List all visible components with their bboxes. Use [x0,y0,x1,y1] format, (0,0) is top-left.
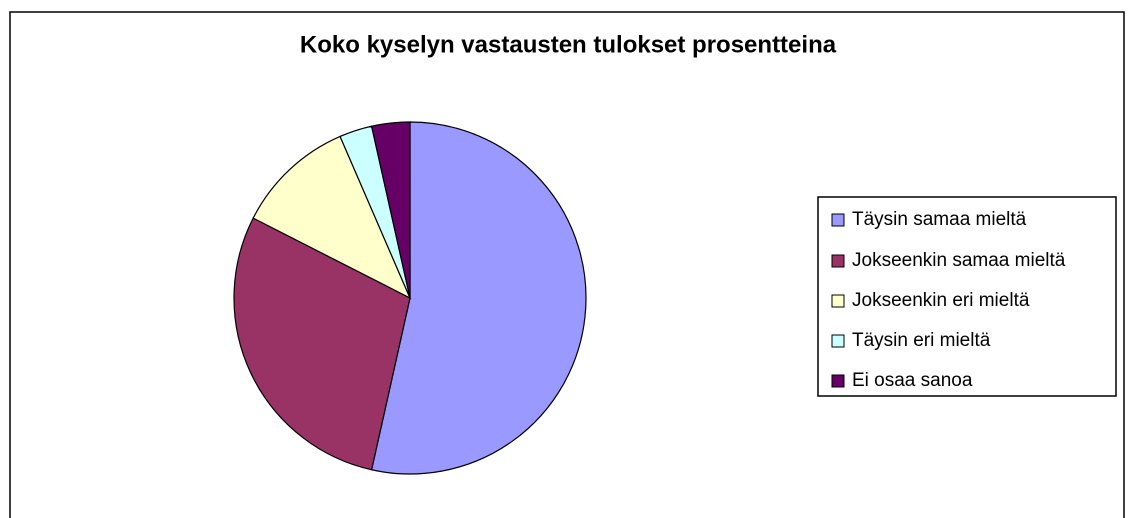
chart-title: Koko kyselyn vastausten tulokset prosent… [300,31,837,58]
legend-label: Jokseenkin samaa mieltä [852,250,1066,271]
legend-label: Ei osaa sanoa [852,370,973,391]
legend-swatch [831,374,845,388]
legend-swatch [831,254,845,268]
pie-slice [233,217,411,471]
legend-label: Täysin eri mieltä [852,330,991,351]
legend-swatch [831,334,845,348]
legend-box [817,196,1117,397]
legend-label: Täysin samaa mieltä [852,209,1027,230]
legend-swatch [831,213,845,227]
pie-slice [370,121,411,299]
pie-slice [252,135,412,300]
legend-swatch [831,294,845,308]
legend-label: Jokseenkin eri mieltä [852,290,1030,311]
pie-slice [370,121,587,475]
